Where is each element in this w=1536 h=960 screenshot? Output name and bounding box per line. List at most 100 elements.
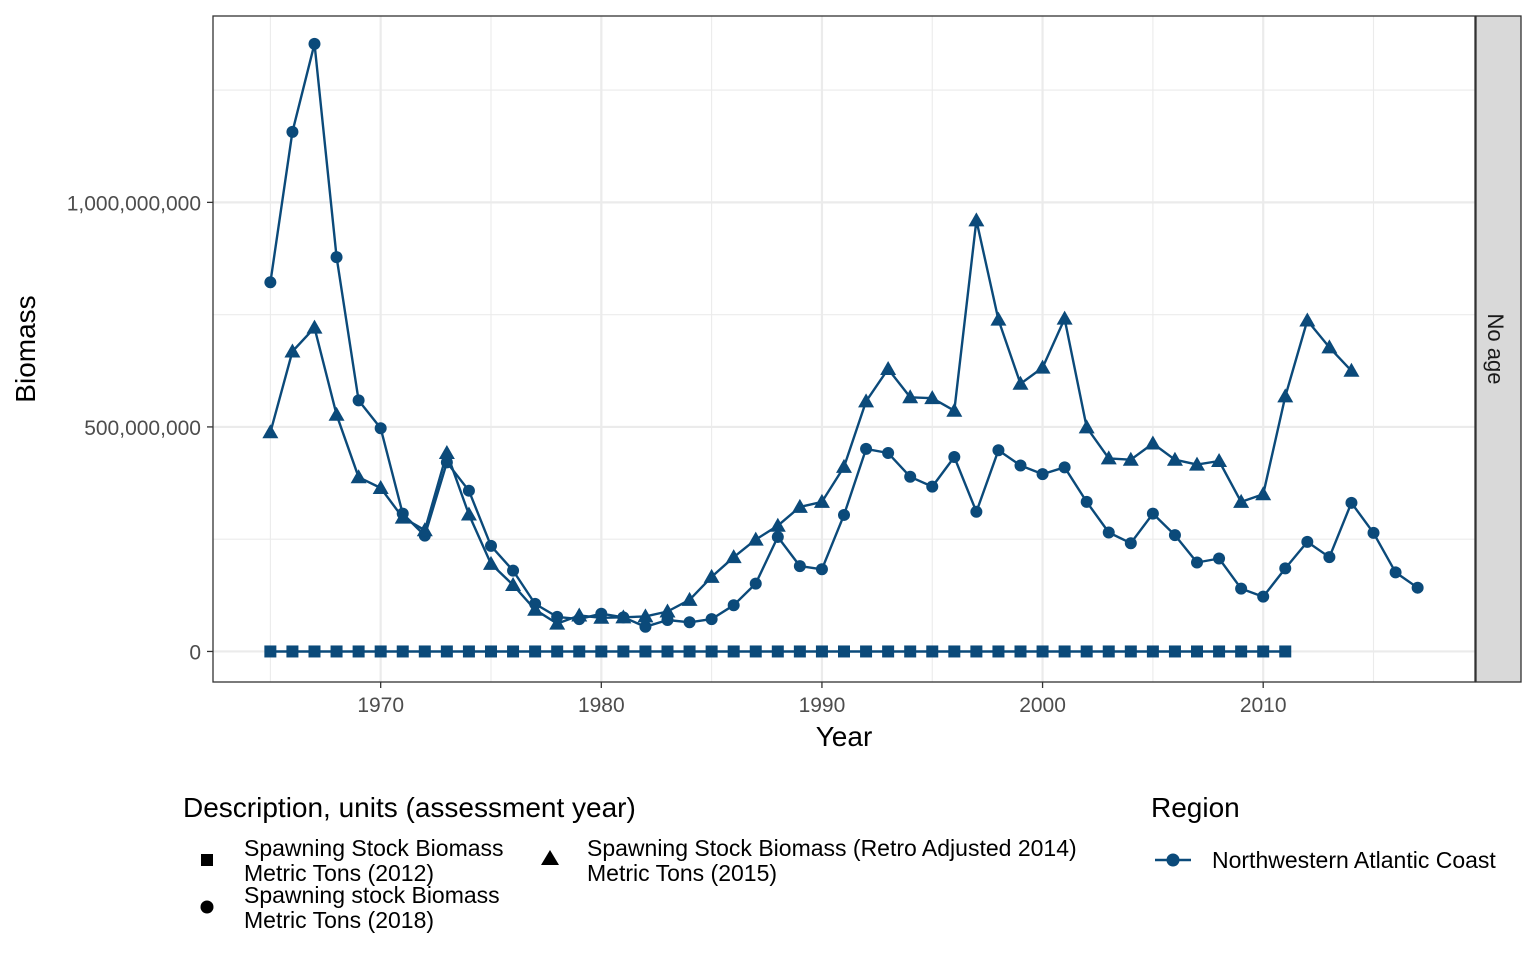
data-point-triangle — [924, 390, 941, 405]
data-point-circle — [1014, 459, 1027, 472]
data-point-circle — [1036, 468, 1049, 481]
data-point-triangle — [460, 506, 477, 521]
y-tick-label: 500,000,000 — [84, 417, 201, 440]
data-point-triangle — [1321, 339, 1338, 354]
data-point-circle — [727, 599, 740, 612]
data-point-square — [882, 645, 895, 658]
data-point-triangle — [813, 493, 830, 508]
data-point-triangle — [571, 607, 588, 622]
data-point-square — [1124, 645, 1137, 658]
data-point-circle — [1345, 496, 1358, 509]
data-point-square — [374, 645, 387, 658]
data-point-triangle — [1189, 456, 1206, 471]
data-point-square — [1168, 645, 1181, 658]
legend-shape-title: Description, units (assessment year) — [183, 792, 636, 823]
data-point-triangle — [769, 517, 786, 532]
data-point-triangle — [615, 609, 632, 624]
legend-region-title: Region — [1151, 792, 1240, 823]
x-tick-label: 1970 — [357, 694, 404, 717]
data-point-circle — [1058, 461, 1071, 474]
x-tick-label: 2000 — [1019, 694, 1066, 717]
data-point-triangle — [1100, 450, 1117, 465]
data-point-square — [639, 645, 652, 658]
data-point-square — [440, 645, 453, 658]
data-point-circle — [1301, 535, 1314, 548]
data-point-circle — [484, 539, 497, 552]
data-point-triangle — [1144, 435, 1161, 450]
x-tick-label: 1990 — [799, 694, 846, 717]
data-point-triangle — [659, 603, 676, 618]
data-point-triangle — [791, 498, 808, 513]
legend-region-label: Northwestern Atlantic Coast — [1212, 847, 1496, 873]
data-point-triangle — [1012, 375, 1029, 390]
data-point-square — [484, 645, 497, 658]
data-point-circle — [992, 444, 1005, 457]
data-point-circle — [882, 446, 895, 459]
data-point-circle — [462, 484, 475, 497]
data-point-square — [1146, 645, 1159, 658]
panel-border — [212, 15, 1476, 683]
data-point-triangle — [482, 555, 499, 570]
data-point-circle — [749, 577, 762, 590]
data-point-circle — [1102, 526, 1115, 539]
data-point-square — [529, 645, 542, 658]
data-point-triangle — [416, 522, 433, 537]
data-point-triangle — [350, 469, 367, 484]
data-point-circle — [286, 125, 299, 138]
data-point-circle — [1411, 581, 1424, 594]
data-point-square — [793, 645, 806, 658]
data-point-circle — [330, 251, 343, 264]
data-point-circle — [926, 480, 939, 493]
data-point-circle — [1080, 495, 1093, 508]
data-point-square — [1014, 645, 1027, 658]
series-lines — [269, 42, 1419, 653]
data-point-circle — [1213, 552, 1226, 565]
data-point-square — [396, 645, 409, 658]
data-point-circle — [815, 563, 828, 576]
major-gridlines — [213, 16, 1475, 682]
data-point-triangle — [902, 389, 919, 404]
data-point-circle — [308, 37, 321, 50]
data-point-circle — [1124, 537, 1137, 550]
x-axis: 1970 1980 1990 2000 2010 — [357, 682, 1287, 717]
legend-label-retro-2015: Spawning Stock Biomass (Retro Adjusted 2… — [587, 835, 1077, 886]
data-point-triangle — [1034, 359, 1051, 374]
legend-key-region — [1155, 853, 1191, 867]
data-point-square — [970, 645, 983, 658]
data-point-square — [683, 645, 696, 658]
data-point-square — [1080, 645, 1093, 658]
data-point-triangle — [1233, 493, 1250, 508]
data-point-square — [705, 645, 718, 658]
data-point-square — [1191, 645, 1204, 658]
data-point-circle — [683, 616, 696, 629]
data-point-square — [771, 645, 784, 658]
data-point-square — [815, 645, 828, 658]
data-point-circle — [1279, 562, 1292, 575]
data-point-circle — [705, 613, 718, 626]
data-point-circle — [639, 620, 652, 633]
series-line-triangle — [269, 219, 1353, 625]
x-tick-label: 2010 — [1240, 694, 1287, 717]
data-point-triangle — [306, 319, 323, 334]
data-point-square — [1235, 645, 1248, 658]
data-point-triangle — [1056, 310, 1073, 325]
data-point-square — [418, 645, 431, 658]
data-point-circle — [440, 456, 453, 469]
data-point-triangle — [1277, 388, 1294, 403]
data-point-triangle — [394, 509, 411, 524]
data-point-triangle — [1211, 453, 1228, 468]
data-point-triangle — [880, 360, 897, 375]
data-point-triangle — [1078, 419, 1095, 434]
data-point-square — [1058, 645, 1071, 658]
data-point-triangle — [681, 591, 698, 606]
data-point-triangle — [747, 531, 764, 546]
y-tick-label: 0 — [189, 641, 201, 664]
data-point-square — [860, 645, 873, 658]
data-point-triangle — [1255, 486, 1272, 501]
legend-label-2018: Spawning stock Biomass Metric Tons (2018… — [244, 882, 500, 933]
data-point-square — [926, 645, 939, 658]
x-tick-label: 1980 — [578, 694, 625, 717]
data-point-square — [904, 645, 917, 658]
legend-label-2012: Spawning Stock Biomass Metric Tons (2012… — [244, 835, 504, 886]
y-axis: 0 500,000,000 1,000,000,000 — [67, 192, 213, 664]
